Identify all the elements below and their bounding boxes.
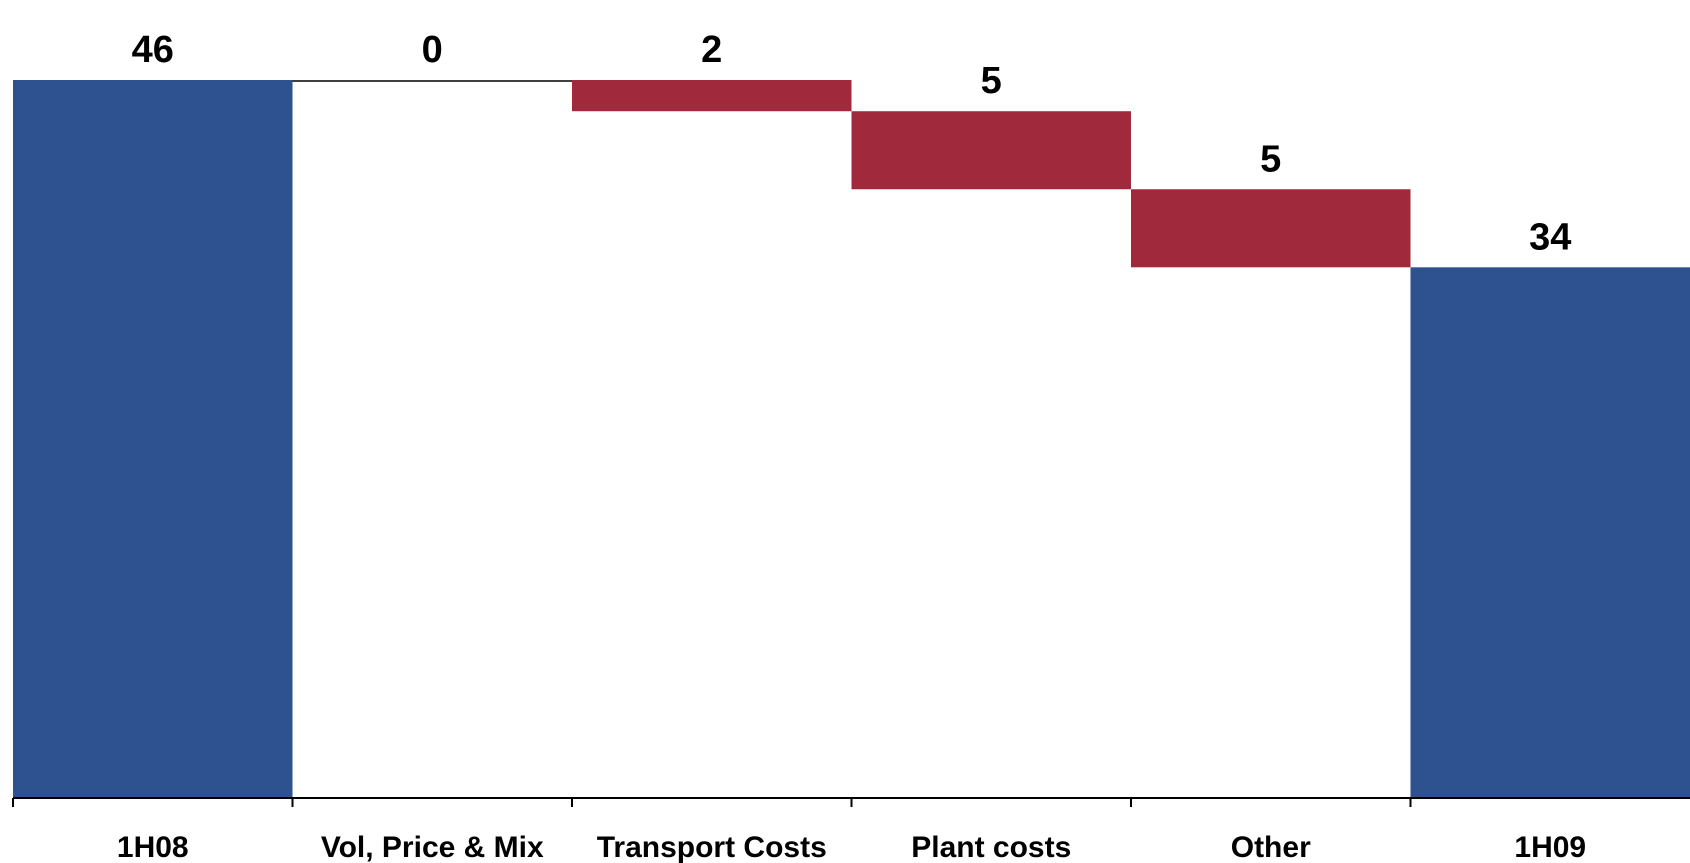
x-tick-label-3: Plant costs	[911, 831, 1071, 863]
value-label-0: 46	[132, 29, 174, 71]
bar-4	[1131, 189, 1411, 268]
x-tick-label-5: 1H09	[1514, 831, 1586, 863]
bar-3	[851, 111, 1131, 190]
value-labels-group: 46 0 2 5 5 34	[132, 29, 1572, 258]
value-label-4: 5	[1260, 138, 1281, 180]
x-axis	[12, 797, 1690, 807]
x-tick-label-1: Vol, Price & Mix	[321, 831, 544, 863]
x-tick-label-0: 1H08	[117, 831, 189, 863]
value-label-1: 0	[422, 29, 443, 71]
value-label-2: 2	[701, 29, 722, 71]
x-tick-labels-group: 1H08 Vol, Price & Mix Transport Costs Plant…	[117, 831, 1586, 863]
bar-5	[1410, 267, 1690, 799]
bar-2	[572, 80, 852, 112]
bar-0	[13, 80, 293, 798]
x-tick-label-4: Other	[1231, 831, 1311, 863]
bars-group	[13, 80, 1690, 799]
value-label-5: 34	[1529, 216, 1571, 258]
value-label-3: 5	[981, 60, 1002, 102]
x-tick-label-2: Transport Costs	[597, 831, 827, 863]
